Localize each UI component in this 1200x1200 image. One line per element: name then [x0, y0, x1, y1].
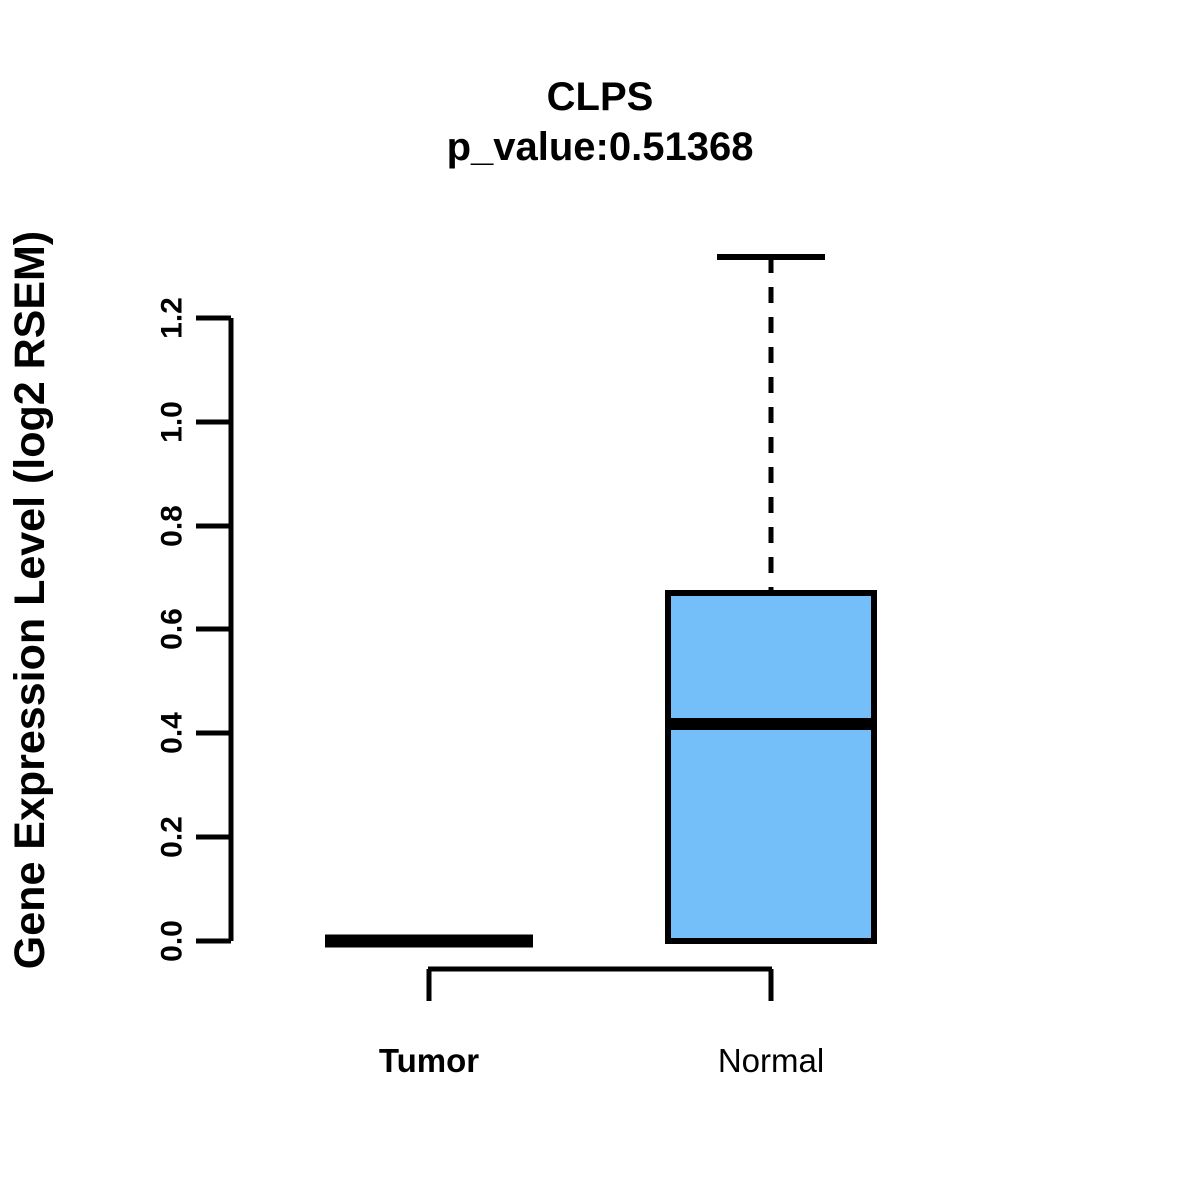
box-group-normal: [665, 254, 877, 944]
y-axis-label: Gene Expression Level (log2 RSEM): [6, 231, 54, 969]
y-tick-label-0.0: 0.0: [156, 920, 189, 962]
x-category-label-tumor: Tumor: [379, 1042, 479, 1079]
y-tick-label-0.4: 0.4: [156, 712, 189, 754]
y-tick-label-1.2: 1.2: [156, 297, 189, 339]
y-axis: 0.0 0.2 0.4 0.6 0.8 1.0 1.2: [156, 297, 234, 962]
chart-title: CLPS: [547, 75, 654, 119]
y-tick-label-1.0: 1.0: [156, 401, 189, 443]
y-tick-label-0.6: 0.6: [156, 608, 189, 650]
x-axis: [426, 966, 774, 1001]
box-normal-body: [665, 590, 877, 944]
chart-subtitle: p_value:0.51368: [447, 125, 754, 169]
y-tick-label-0.8: 0.8: [156, 505, 189, 547]
y-tick-label-0.2: 0.2: [156, 816, 189, 858]
x-category-label-normal: Normal: [718, 1042, 824, 1079]
